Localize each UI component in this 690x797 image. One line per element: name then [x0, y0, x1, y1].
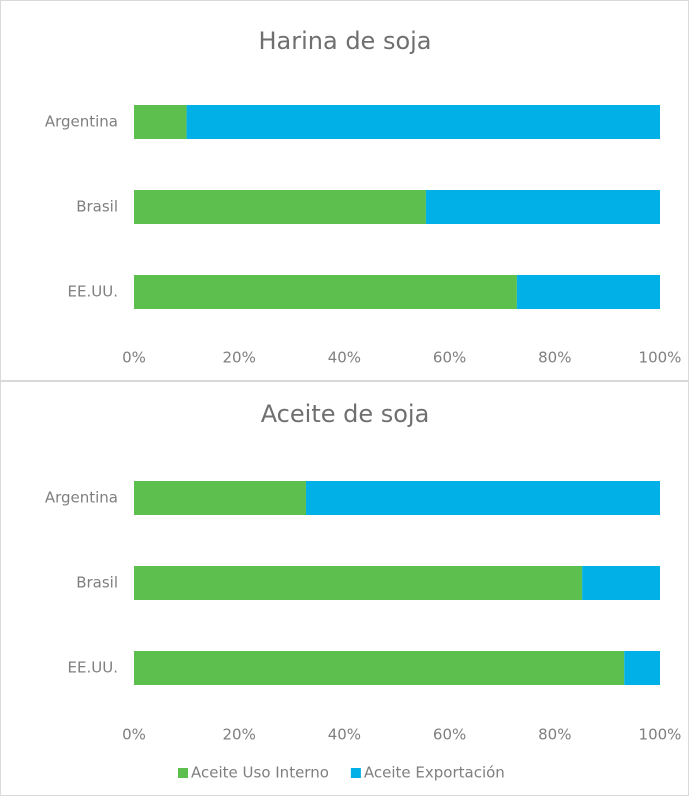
x-tick-label: 80% [538, 726, 571, 744]
x-tick-label: 0% [122, 726, 146, 744]
y-tick-label: EE.UU. [68, 659, 118, 677]
x-tick-label: 80% [538, 349, 571, 367]
y-tick-label: Brasil [76, 198, 118, 216]
bar-segment [306, 481, 660, 515]
legend-label: Aceite Exportación [364, 764, 505, 782]
legend-swatch [350, 768, 361, 778]
y-tick-label: Argentina [45, 113, 118, 131]
chart-frame [0, 0, 689, 381]
y-tick-label: Brasil [76, 574, 118, 592]
bar-segment [582, 566, 660, 600]
chart-title: Aceite de soja [261, 400, 430, 428]
bar-segment [624, 651, 660, 685]
bar-segment [134, 105, 187, 139]
bar-segment [425, 190, 660, 224]
y-tick-label: EE.UU. [68, 283, 118, 301]
x-tick-label: 100% [639, 726, 682, 744]
y-tick-label: Argentina [45, 489, 118, 507]
x-tick-label: 60% [433, 726, 466, 744]
x-tick-label: 40% [328, 726, 361, 744]
bar-segment [134, 566, 583, 600]
x-tick-label: 100% [639, 349, 682, 367]
bar-segment [134, 651, 625, 685]
bar-segment [186, 105, 660, 139]
chart-title: Harina de soja [258, 27, 431, 55]
bar-segment [516, 275, 660, 309]
bar-segment [134, 190, 426, 224]
x-tick-label: 60% [433, 349, 466, 367]
bar-segment [134, 481, 307, 515]
x-tick-label: 0% [122, 349, 146, 367]
x-tick-label: 20% [223, 726, 256, 744]
legend-label: Aceite Uso Interno [191, 764, 329, 782]
x-tick-label: 40% [328, 349, 361, 367]
x-tick-label: 20% [223, 349, 256, 367]
legend-swatch [178, 768, 188, 778]
chart-frame [0, 381, 689, 796]
bar-segment [134, 275, 517, 309]
